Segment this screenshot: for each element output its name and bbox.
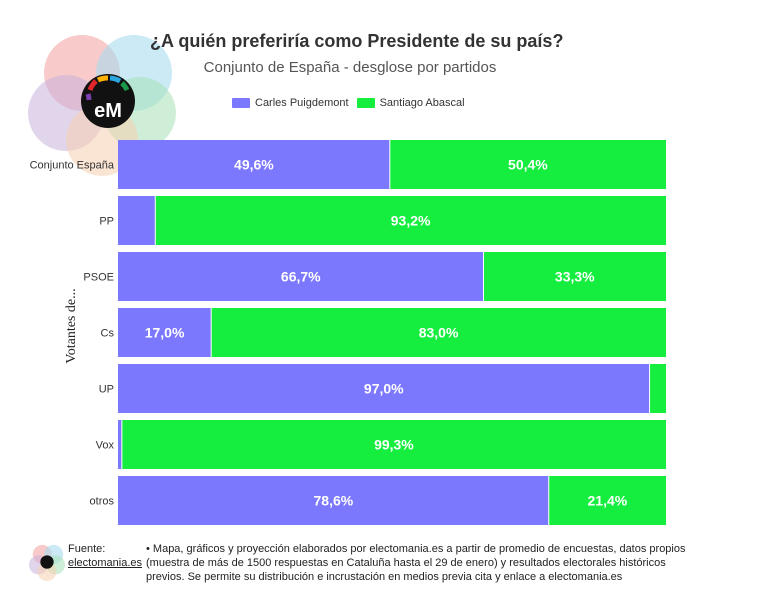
footer-note: • Mapa, gráficos y proyección elaborados…: [146, 543, 686, 583]
category-label: PP: [99, 216, 114, 228]
bar-segment[interactable]: [548, 476, 666, 525]
data-label: 50,4%: [508, 157, 548, 173]
legend-item[interactable]: Carles Puigdemont: [232, 97, 349, 109]
bar-segment[interactable]: [118, 476, 549, 525]
bar-segment[interactable]: [118, 140, 390, 189]
electomania-logo: eM: [28, 35, 176, 176]
y-axis-title: Votantes de...: [64, 288, 79, 363]
bar-segment[interactable]: [155, 196, 666, 245]
data-label: 66,7%: [281, 269, 321, 285]
legend-swatch: [356, 98, 375, 108]
bar-segment[interactable]: [118, 196, 156, 245]
bar-segment[interactable]: [118, 252, 484, 301]
source-block: Fuente: electomania.es: [68, 542, 142, 570]
legend-item[interactable]: Santiago Abascal: [356, 97, 465, 109]
data-label: 21,4%: [588, 493, 628, 509]
legend-label: Carles Puigdemont: [255, 97, 349, 109]
category-label: Cs: [101, 328, 115, 340]
legend-label: Santiago Abascal: [379, 97, 465, 109]
bar-segment[interactable]: [389, 140, 666, 189]
bar-segment[interactable]: [118, 420, 122, 469]
chart-legend: Carles Puigdemont Santiago Abascal: [232, 97, 473, 109]
category-label: UP: [99, 384, 114, 396]
category-label: Vox: [96, 440, 115, 452]
data-label: 93,2%: [391, 213, 431, 229]
data-label: 97,0%: [364, 381, 404, 397]
bar-segment[interactable]: [649, 364, 666, 413]
category-label: Conjunto España: [30, 160, 115, 172]
data-label: 17,0%: [145, 325, 185, 341]
data-label: 33,3%: [555, 269, 595, 285]
source-label: Fuente:: [68, 543, 106, 555]
electomania-footer-logo: [28, 544, 66, 581]
legend-swatch: [232, 98, 250, 108]
chart-title: ¿A quién preferiría como Presidente de s…: [150, 31, 564, 51]
data-label: 83,0%: [419, 325, 459, 341]
bar-segment[interactable]: [483, 252, 666, 301]
data-label: 78,6%: [314, 493, 354, 509]
bar-segment[interactable]: [118, 364, 650, 413]
source-link[interactable]: electomania.es: [68, 557, 142, 569]
bar-segment[interactable]: [121, 420, 666, 469]
data-label: 49,6%: [234, 157, 274, 173]
data-label: 99,3%: [374, 437, 414, 453]
chart-subtitle: Conjunto de España - desglose por partid…: [203, 59, 497, 76]
category-label: otros: [90, 496, 115, 508]
bar-segment[interactable]: [211, 308, 666, 357]
bar-segment[interactable]: [118, 308, 212, 357]
category-label: PSOE: [83, 272, 114, 284]
logo-text: eM: [94, 100, 122, 122]
